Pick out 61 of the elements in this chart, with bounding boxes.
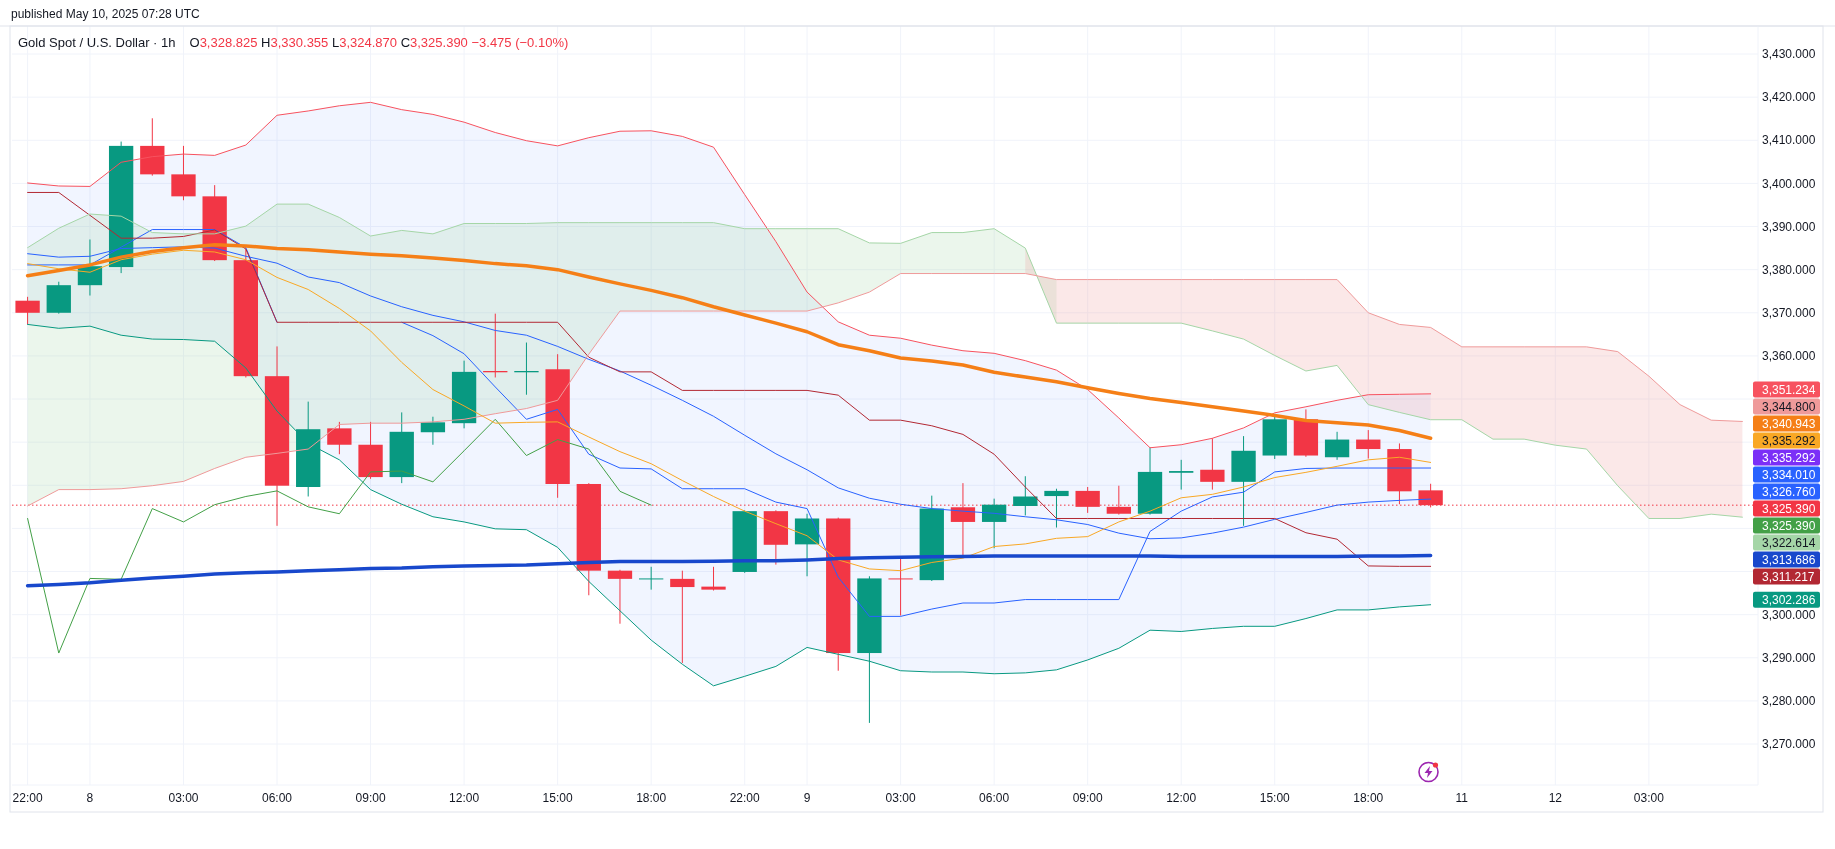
y-tick-label: 3,290.000 [1762, 650, 1816, 665]
x-tick-label: 12:00 [449, 791, 480, 806]
x-tick-label: 11 [1455, 791, 1469, 806]
line-series [27, 418, 652, 654]
x-tick-label: 18:00 [1353, 791, 1384, 806]
text: 3,335.292 [1762, 450, 1816, 465]
x-tick-label: 06:00 [262, 791, 293, 806]
candlestick [670, 570, 695, 664]
y-tick-label: 3,400.000 [1762, 176, 1816, 191]
line-series [27, 273, 1743, 507]
y-tick-label: 3,380.000 [1762, 262, 1816, 277]
x-tick-label: 18:00 [636, 791, 667, 806]
text: 3,302.286 [1762, 592, 1816, 607]
x-tick-label: 12:00 [1166, 791, 1197, 806]
text: 3,335.292 [1762, 433, 1816, 448]
x-tick-label: 03:00 [885, 791, 916, 806]
x-tick-label: 8 [86, 791, 94, 806]
x-tick-label: 15:00 [1259, 791, 1291, 806]
line-series [27, 191, 1432, 567]
candlestick [1044, 488, 1069, 529]
text: 3,311.217 [1762, 569, 1815, 584]
x-tick-label: 03:00 [1633, 791, 1665, 806]
y-tick-label: 3,390.000 [1762, 219, 1816, 234]
candlestick [1356, 429, 1381, 460]
candlestick [607, 569, 633, 625]
x-tick-label: 15:00 [542, 791, 573, 806]
line-series [27, 101, 1432, 449]
line-series [27, 203, 1743, 519]
text: 3,322.614 [1762, 535, 1816, 550]
y-tick-label: 3,420.000 [1762, 90, 1816, 105]
text: Gold Spot / U.S. Dollar · 1h [18, 34, 176, 50]
y-tick-label: 3,410.000 [1762, 133, 1816, 148]
x-tick-label: 09:00 [1072, 791, 1103, 806]
x-tick-label: 22:00 [729, 791, 761, 806]
text: 3,334.010 [1762, 467, 1816, 482]
text: 3,326.760 [1762, 484, 1816, 499]
x-tick-label: 22:00 [12, 791, 43, 806]
y-tick-label: 3,370.000 [1762, 305, 1816, 320]
text: published May 10, 2025 07:28 UTC [11, 7, 201, 22]
y-tick-label: 3,300.000 [1762, 607, 1816, 622]
text: 3,340.943 [1762, 416, 1816, 431]
text: 3,344.800 [1762, 399, 1816, 414]
y-tick-label: 3,430.000 [1762, 47, 1816, 62]
x-tick-label: 03:00 [168, 791, 199, 806]
line-series [25, 553, 1433, 588]
text: 3,325.390 [1762, 518, 1816, 533]
candlestick [639, 566, 664, 591]
text: O3,328.825 H3,330.355 L3,324.870 C3,325.390 −3.475 (−0.10%) [189, 34, 569, 50]
y-tick-label: 3,280.000 [1762, 694, 1816, 709]
x-tick-label: 09:00 [355, 791, 386, 806]
line-series [25, 242, 1433, 441]
ref-line-label: 3,325.390 [1762, 501, 1816, 516]
text: 3,351.234 [1762, 382, 1816, 397]
candlestick [701, 566, 726, 592]
y-tick-label: 3,360.000 [1762, 349, 1816, 364]
candlestick [1169, 459, 1194, 491]
x-tick-label: 06:00 [979, 791, 1010, 806]
x-tick-label: 9 [803, 791, 811, 806]
x-tick-label: 12 [1548, 791, 1563, 806]
text: 3,313.686 [1762, 552, 1816, 567]
y-tick-label: 3,270.000 [1762, 737, 1816, 752]
